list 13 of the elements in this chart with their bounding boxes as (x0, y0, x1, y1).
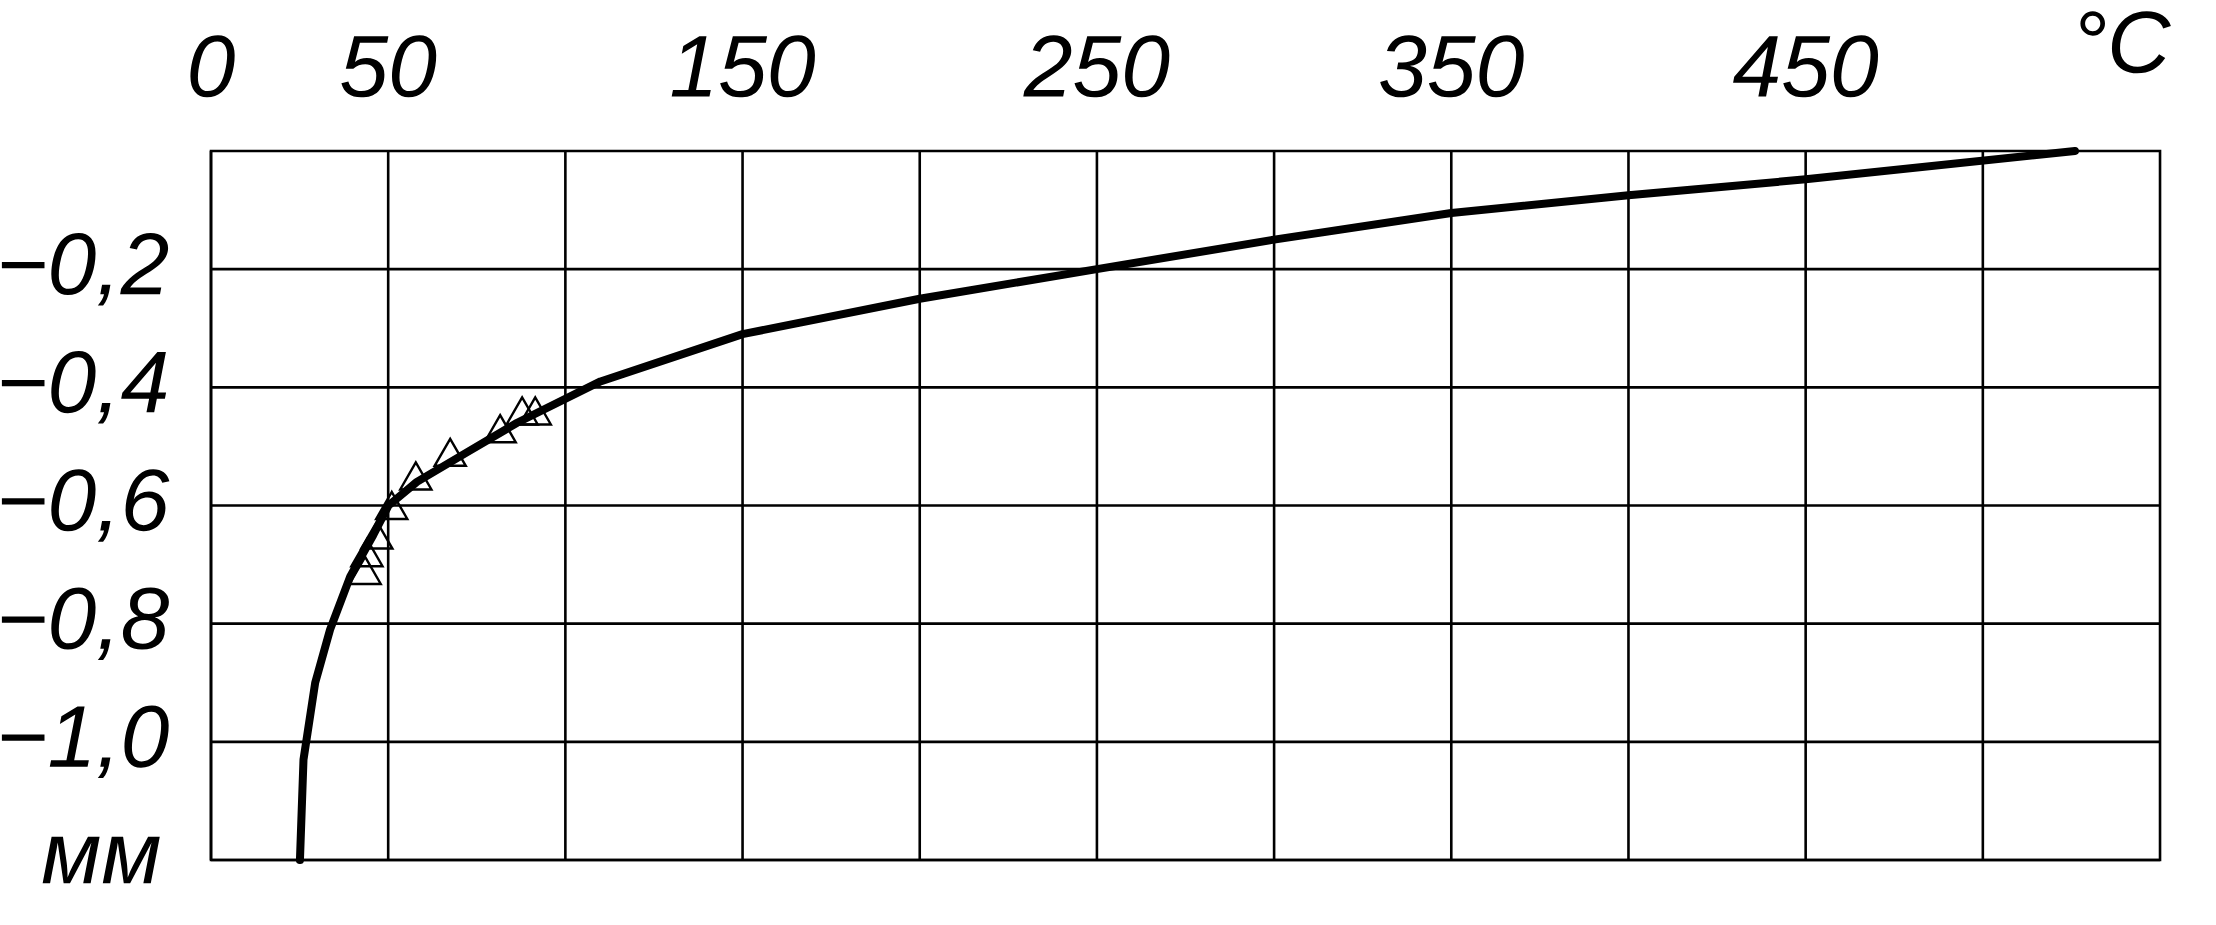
x-tick-label: 450 (1733, 35, 1879, 98)
x-tick-label: 50 (341, 35, 437, 98)
x-tick-label: 250 (1023, 35, 1170, 98)
x-axis-title: °C (2080, 11, 2171, 74)
y-tick-label: −1,0 (1, 705, 169, 779)
y-tick-label: −0,8 (1, 587, 169, 660)
x-tick-label: 0 (190, 35, 235, 98)
x-tick-label: 350 (1380, 35, 1524, 98)
x-tick-label: 150 (671, 35, 815, 98)
y-tick-label: −0,6 (1, 469, 170, 542)
y-tick-label: −0,4 (1, 351, 167, 424)
y-axis-title: мм (42, 836, 160, 884)
y-tick-label: −0,2 (1, 232, 169, 306)
